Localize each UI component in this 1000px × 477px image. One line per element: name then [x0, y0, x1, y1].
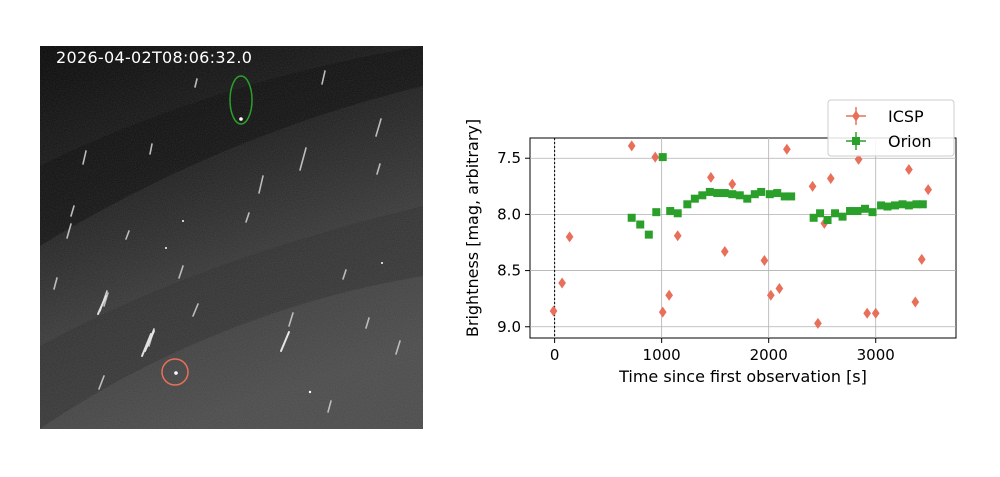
legend-entry-orion: Orion — [846, 132, 932, 151]
icsp-point — [924, 184, 933, 196]
orion-point — [846, 207, 855, 216]
icsp-point — [760, 254, 769, 266]
orion-point — [743, 194, 752, 203]
brightness-chart: 0 1000 2000 3000 7.5 8.0 8.5 9.0 Time since fi… — [450, 90, 970, 390]
y-axis: 7.5 8.0 8.5 9.0 — [497, 149, 530, 336]
icsp-point — [651, 151, 660, 163]
orion-point — [720, 189, 729, 198]
orion-point — [883, 202, 892, 211]
y-tick-label: 9.0 — [497, 318, 521, 336]
icsp-point — [911, 296, 920, 308]
icsp-point — [808, 180, 817, 192]
orion-point — [773, 189, 782, 198]
orion-point — [816, 209, 825, 218]
chart-svg: 0 1000 2000 3000 7.5 8.0 8.5 9.0 Time since fi… — [463, 99, 957, 386]
orion-point — [698, 191, 707, 200]
y-tick-label: 7.5 — [497, 149, 521, 167]
sensor-noise — [40, 46, 423, 429]
orion-point — [831, 209, 840, 218]
star-field — [40, 46, 423, 429]
orion-point — [861, 204, 870, 213]
orion-point — [644, 230, 653, 239]
icsp-point — [549, 305, 558, 317]
icsp-point — [627, 140, 636, 152]
orion-point — [690, 194, 699, 203]
orion-point — [636, 220, 645, 229]
x-axis: 0 1000 2000 3000 — [550, 338, 895, 364]
icsp-point — [766, 289, 775, 301]
orion-point — [868, 208, 877, 217]
icsp-point — [665, 289, 673, 301]
image-timestamp: 2026-04-02T08:06:32.0 — [56, 48, 253, 67]
orion-point — [705, 187, 714, 196]
grid — [530, 138, 956, 338]
y-axis-label: Brightness [mag, arbitrary] — [463, 119, 482, 337]
icsp-point — [783, 143, 791, 155]
orion-point — [912, 200, 921, 209]
icsp-point — [707, 171, 715, 183]
y-tick-label: 8.0 — [497, 205, 521, 223]
icsp-point — [775, 283, 784, 295]
orion-point — [918, 200, 927, 209]
legend: ICSP Orion — [827, 99, 955, 157]
series — [549, 140, 933, 329]
legend-orion-label: Orion — [888, 132, 932, 151]
orion-point — [713, 189, 722, 198]
orion-point — [877, 201, 886, 210]
orion-point — [787, 192, 796, 201]
icsp-point — [728, 178, 737, 190]
orion-point — [666, 207, 675, 216]
icsp-point — [720, 245, 729, 257]
icsp-point — [854, 153, 863, 165]
series-icsp — [549, 140, 933, 329]
orion-point — [809, 213, 818, 222]
orion-point — [757, 187, 766, 196]
orion-marker-ellipse — [229, 75, 253, 125]
icsp-point — [905, 163, 913, 175]
orion-point — [765, 190, 774, 199]
observation-image: 2026-04-02T08:06:32.0 — [40, 46, 423, 429]
legend-square-marker — [852, 137, 860, 145]
icsp-marker-circle — [161, 358, 189, 386]
icsp-point — [917, 253, 926, 265]
orion-point — [627, 213, 636, 222]
legend-entry-icsp: ICSP — [846, 107, 924, 126]
icsp-point — [871, 307, 880, 319]
legend-diamond-marker — [852, 110, 860, 122]
legend-icsp-label: ICSP — [888, 107, 924, 126]
plot-frame — [529, 137, 957, 339]
x-tick-label: 1000 — [643, 346, 681, 364]
legend-icsp-marker — [846, 107, 866, 125]
orion-point — [683, 200, 692, 209]
icsp-point — [673, 230, 682, 242]
orion-point — [898, 200, 907, 209]
orion-point — [838, 212, 847, 221]
orion-point — [890, 201, 899, 210]
star-trails — [53, 70, 401, 413]
icsp-point — [565, 231, 574, 243]
orion-point — [780, 192, 789, 201]
x-tick-label: 3000 — [857, 346, 895, 364]
orion-point — [904, 201, 913, 210]
orion-point — [735, 191, 744, 200]
orion-point — [823, 216, 832, 225]
orion-point — [658, 153, 667, 162]
orion-point — [750, 190, 759, 199]
icsp-point — [826, 172, 835, 184]
series-orion — [627, 153, 927, 239]
x-tick-label: 0 — [550, 346, 560, 364]
x-axis-label: Time since first observation [s] — [618, 367, 867, 386]
x-tick-label: 2000 — [750, 346, 788, 364]
orion-point — [853, 207, 862, 216]
orion-point — [728, 190, 737, 199]
icsp-point — [863, 307, 872, 319]
icsp-point — [814, 317, 822, 329]
orion-point — [652, 208, 661, 217]
point-sources — [165, 117, 383, 394]
y-tick-label: 8.5 — [497, 262, 521, 280]
orion-point — [673, 209, 682, 218]
icsp-point — [658, 306, 667, 318]
icsp-point — [558, 277, 566, 289]
legend-orion-marker — [846, 132, 866, 150]
